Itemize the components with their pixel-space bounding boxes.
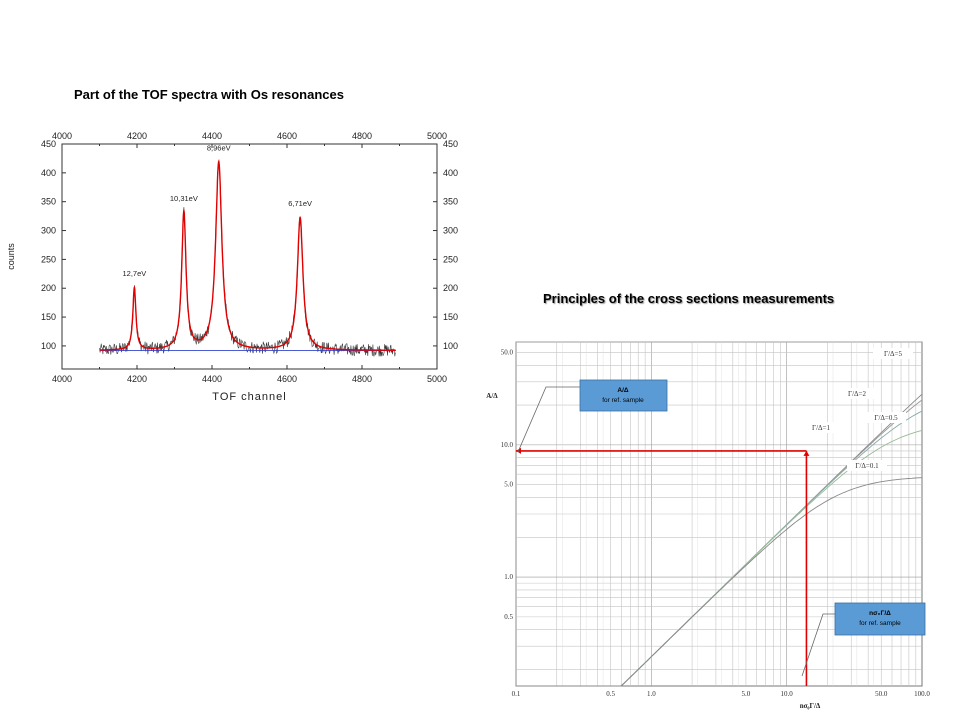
x-tick-label-top: 4400 <box>202 131 222 141</box>
peak-label: 10,31eV <box>170 194 198 203</box>
x-tick-label-top: 5000 <box>427 131 447 141</box>
curve-label: Γ/Δ=0.5 <box>874 414 898 422</box>
x-tick-label: 0.1 <box>512 690 521 698</box>
y-tick-label-right: 450 <box>443 139 458 149</box>
ref-sample-a-sub: for ref. sample <box>602 397 644 404</box>
tof-spectra-title: Part of the TOF spectra with Os resonanc… <box>74 87 344 102</box>
x-tick-label-bottom: 4800 <box>352 374 372 384</box>
x-tick-label-bottom: 4200 <box>127 374 147 384</box>
measured-data-line <box>99 166 396 357</box>
y-tick-label-right: 250 <box>443 254 458 264</box>
curve-label-bg <box>873 348 913 359</box>
y-tick-label-right: 150 <box>443 312 458 322</box>
x-axis-title: TOF channel <box>212 391 286 403</box>
y-tick-label-left: 250 <box>41 254 56 264</box>
x-tick-label-top: 4000 <box>52 131 72 141</box>
curve-label-bg <box>847 460 887 471</box>
y-tick-label-left: 100 <box>41 341 56 351</box>
x-axis-title: nσ₀Γ/Δ <box>800 702 821 710</box>
y-axis-title: A/Δ <box>486 392 498 400</box>
ref-sample-a-label: A/Δ <box>617 387 629 394</box>
curve-label-bg <box>837 388 877 399</box>
y-axis-title: counts <box>6 243 16 270</box>
arrow-up-icon <box>803 450 810 456</box>
y-tick-label: 50.0 <box>501 348 514 356</box>
x-tick-label: 50.0 <box>875 690 888 698</box>
x-tick-label-bottom: 4600 <box>277 374 297 384</box>
y-tick-label-left: 150 <box>41 312 56 322</box>
fit-line <box>99 158 396 351</box>
x-tick-label-bottom: 4000 <box>52 374 72 384</box>
y-tick-label-right: 200 <box>443 283 458 293</box>
x-tick-label: 5.0 <box>742 690 751 698</box>
x-tick-label: 10.0 <box>781 690 794 698</box>
ref-sample-n-sub: for ref. sample <box>859 620 901 627</box>
curve-label: Γ/Δ=5 <box>884 350 902 358</box>
curve-label-bg <box>801 422 841 433</box>
ref-sample-n-label: nσ₀Γ/Δ <box>869 610 891 617</box>
peak-label: 8,96eV <box>207 143 231 152</box>
peak-label: 6,71eV <box>288 199 312 208</box>
x-tick-label-bottom: 4400 <box>202 374 222 384</box>
y-tick-label: 0.5 <box>504 613 513 621</box>
y-tick-label-left: 200 <box>41 283 56 293</box>
y-tick-label-left: 350 <box>41 197 56 207</box>
x-tick-label: 0.5 <box>606 690 615 698</box>
y-tick-label: 10.0 <box>501 441 514 449</box>
callout-line <box>517 386 580 453</box>
x-tick-label-top: 4800 <box>352 131 372 141</box>
y-tick-label-right: 300 <box>443 226 458 236</box>
y-tick-label-left: 300 <box>41 226 56 236</box>
curve-label: Γ/Δ=2 <box>848 390 866 398</box>
cross-section-title: Principles of the cross sections measure… <box>543 291 835 306</box>
curve-label-bg <box>866 412 906 423</box>
x-tick-label-top: 4600 <box>277 131 297 141</box>
curve-label: Γ/Δ=0.1 <box>855 462 879 470</box>
y-tick-label: 1.0 <box>504 573 513 581</box>
curve-label: Γ/Δ=1 <box>812 424 830 432</box>
y-tick-label: 5.0 <box>504 481 513 489</box>
y-tick-label-left: 450 <box>41 139 56 149</box>
y-tick-label-right: 400 <box>443 168 458 178</box>
y-tick-label-right: 350 <box>443 197 458 207</box>
callout-line <box>801 613 835 677</box>
peak-label: 12,7eV <box>122 269 146 278</box>
x-tick-label: 1.0 <box>647 690 656 698</box>
ref-sample-a-box <box>579 379 668 412</box>
y-tick-label-left: 400 <box>41 168 56 178</box>
x-tick-label: 100.0 <box>914 690 930 698</box>
x-tick-label-top: 4200 <box>127 131 147 141</box>
curve-line <box>516 477 923 687</box>
x-tick-label-bottom: 5000 <box>427 374 447 384</box>
ref-sample-n-box <box>834 602 926 636</box>
y-tick-label-right: 100 <box>443 341 458 351</box>
